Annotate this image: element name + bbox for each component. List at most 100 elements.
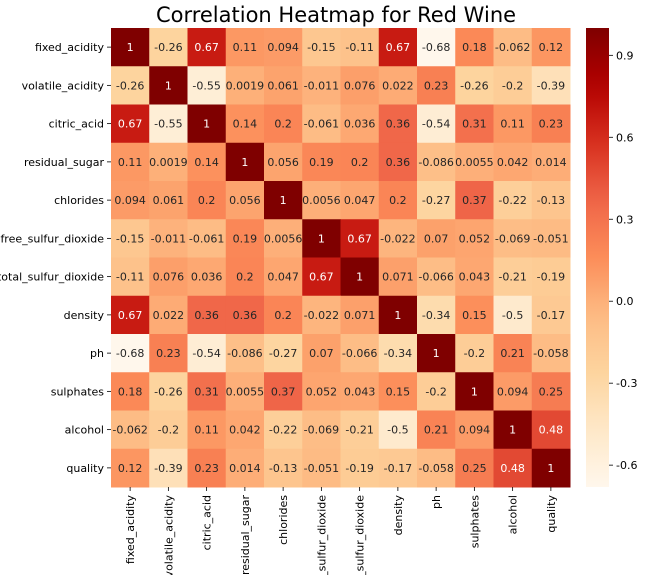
heatmap-cell	[455, 334, 494, 373]
cell-annotation: 0.014	[535, 156, 567, 169]
heatmap-cell	[111, 28, 150, 67]
cell-annotation: -0.68	[422, 41, 450, 54]
heatmap-cell	[493, 66, 533, 105]
heatmap-cell	[111, 334, 150, 373]
cell-annotation: -0.27	[422, 194, 450, 207]
heatmap-cell	[493, 104, 533, 144]
heatmap-cell	[417, 142, 456, 182]
heatmap-cell	[302, 295, 341, 335]
heatmap-cell	[264, 410, 303, 450]
heatmap-cell	[111, 142, 150, 182]
heatmap-cell	[187, 142, 227, 182]
heatmap-cell	[531, 448, 571, 488]
cell-annotation: 0.061	[153, 194, 185, 207]
cell-annotation: 0.2	[389, 194, 407, 207]
heatmap-cell	[493, 295, 533, 335]
heatmap-cell	[225, 28, 265, 67]
heatmap-cell	[225, 295, 265, 335]
x-tick-label: density	[392, 495, 405, 536]
heatmap-cell	[340, 104, 380, 144]
heatmap-cell	[340, 219, 380, 258]
cell-annotation: 0.036	[191, 271, 223, 284]
cell-annotation: 1	[356, 271, 363, 284]
heatmap-cell	[264, 104, 303, 144]
heatmap-cell	[531, 142, 571, 182]
cell-annotation: -0.13	[537, 194, 565, 207]
heatmap-cell	[531, 104, 571, 144]
heatmap-cell	[417, 334, 456, 373]
cell-annotation: 0.14	[194, 156, 219, 169]
heatmap-cell	[340, 181, 380, 220]
x-tick-label: chlorides	[277, 495, 290, 545]
cell-annotation: 0.19	[233, 232, 258, 245]
heatmap-cell	[378, 448, 418, 488]
heatmap-cell	[531, 28, 571, 67]
heatmap-cell	[302, 334, 341, 373]
heatmap-cell	[378, 28, 418, 67]
x-tick-label: sulphates	[468, 495, 481, 549]
cell-annotation: 0.18	[462, 41, 487, 54]
heatmap-cell	[302, 372, 341, 411]
heatmap-cell	[455, 410, 494, 450]
cell-annotation: 0.23	[539, 118, 564, 131]
cell-annotation: 0.042	[497, 156, 529, 169]
cell-annotation: 0.094	[267, 41, 299, 54]
heatmap-cell	[493, 219, 533, 258]
heatmap-cell	[264, 66, 303, 105]
heatmap-cell	[302, 104, 341, 144]
cell-annotation: -0.5	[502, 309, 523, 322]
cell-annotation: 0.23	[194, 462, 219, 475]
colorbar-tick-label: -0.3	[616, 377, 637, 390]
cell-annotation: -0.11	[345, 41, 373, 54]
heatmap-cell	[225, 66, 265, 105]
heatmap-cell	[340, 66, 380, 105]
heatmap-cell	[455, 28, 494, 67]
cell-annotation: -0.26	[460, 79, 488, 92]
cell-annotation: -0.062	[495, 41, 530, 54]
heatmap-cell	[378, 142, 418, 182]
heatmap-cell	[187, 372, 227, 411]
cell-annotation: 0.11	[118, 156, 143, 169]
heatmap-cell	[225, 334, 265, 373]
heatmap-cell	[531, 372, 571, 411]
heatmap-cell	[531, 410, 571, 450]
cell-annotation: -0.086	[227, 347, 262, 360]
heatmap-cell	[417, 295, 456, 335]
cell-annotation: -0.15	[116, 232, 144, 245]
heatmap-cell	[111, 372, 150, 411]
heatmap-cell	[531, 334, 571, 373]
heatmap-cell	[111, 448, 150, 488]
cell-annotation: -0.061	[189, 232, 224, 245]
colorbar: -0.6 -0.3 0.0 0.3 0.6 0.9	[586, 28, 637, 487]
cell-annotation: 0.056	[229, 194, 261, 207]
cell-annotation: 1	[547, 462, 554, 475]
cell-annotation: 0.076	[153, 271, 185, 284]
cell-annotation: 0.36	[386, 118, 411, 131]
cell-annotation: 1	[241, 156, 248, 169]
x-tick-label: total_sulfur_dioxide	[354, 495, 367, 575]
heatmap-cell	[264, 372, 303, 411]
cell-annotation: 0.48	[500, 462, 525, 475]
heatmap-cell	[149, 372, 188, 411]
cell-annotation: -0.2	[425, 385, 446, 398]
heatmap-cell	[455, 295, 494, 335]
heatmap-cell	[340, 372, 380, 411]
x-tick-label: residual_sugar	[239, 495, 252, 575]
heatmap-cell	[225, 219, 265, 258]
cell-annotation: 0.052	[459, 232, 491, 245]
cell-annotation: -0.15	[307, 41, 335, 54]
heatmap-cell	[264, 219, 303, 258]
heatmap-cell	[378, 181, 418, 220]
heatmap-cell	[455, 257, 494, 297]
heatmap-cell	[493, 372, 533, 411]
heatmap-cell	[149, 219, 188, 258]
cell-annotation: 0.14	[233, 118, 258, 131]
cell-annotation: 0.2	[274, 309, 292, 322]
cell-annotation: -0.17	[537, 309, 565, 322]
cell-annotation: 0.0019	[149, 156, 188, 169]
cell-annotation: -0.34	[422, 309, 450, 322]
heatmap-cell	[187, 104, 227, 144]
heatmap-cell	[340, 448, 380, 488]
heatmap-cell	[264, 142, 303, 182]
heatmap-cell	[340, 295, 380, 335]
